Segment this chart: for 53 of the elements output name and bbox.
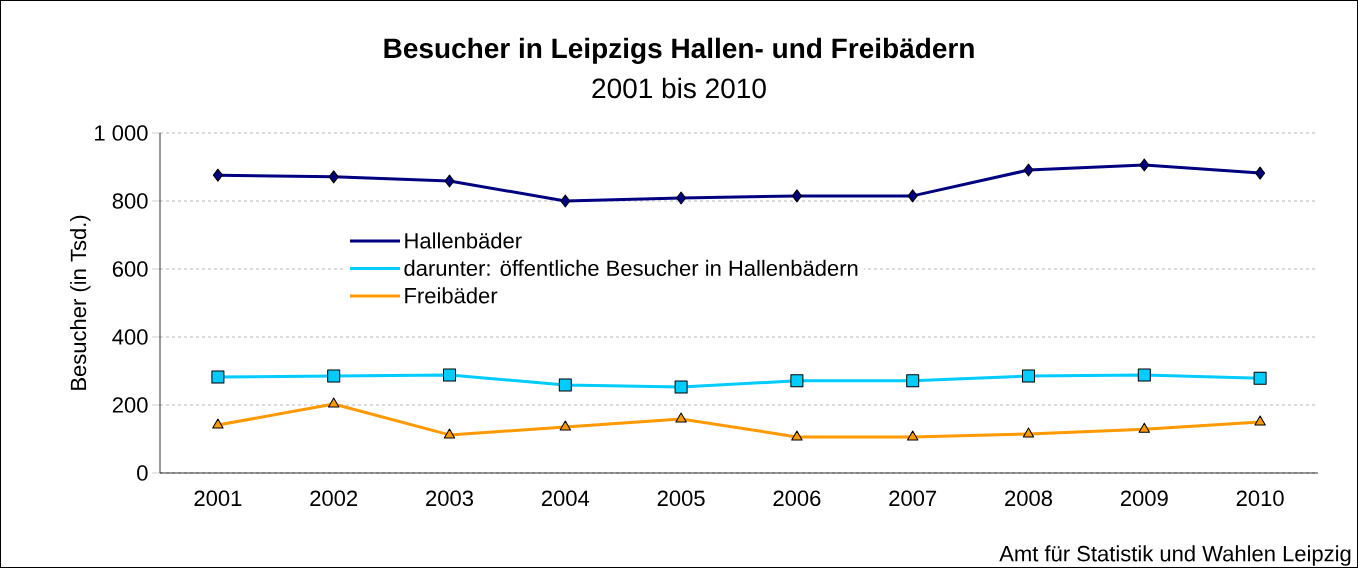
point (790, 374, 804, 388)
point (559, 420, 571, 431)
x-tick-label: 2010 (1236, 490, 1284, 507)
y-tick-label: 0 (137, 465, 148, 481)
point (674, 380, 688, 394)
point (212, 418, 224, 429)
point (791, 189, 802, 203)
point (1255, 166, 1266, 180)
point (675, 412, 687, 423)
point (906, 374, 920, 388)
x-tick-label: 2004 (541, 490, 590, 507)
point (1139, 158, 1150, 172)
point (1138, 422, 1150, 433)
chart-subtitle: 2001 bis 2010 (592, 77, 766, 99)
y-tick-label: 400 (112, 329, 148, 345)
y-tick-label: 200 (112, 397, 148, 413)
point (560, 194, 571, 208)
point (444, 174, 455, 188)
point (212, 168, 223, 182)
x-tick-label: 2006 (773, 490, 821, 507)
point (1022, 427, 1035, 438)
point (907, 189, 918, 203)
point (1253, 371, 1267, 385)
point (211, 370, 225, 384)
x-tick-label: 2009 (1120, 490, 1168, 507)
y-tick-label: 800 (112, 193, 148, 209)
point (1137, 368, 1151, 382)
x-tick-label: 2003 (426, 490, 473, 507)
point (791, 430, 803, 441)
point (443, 428, 456, 439)
x-tick-label: 2007 (889, 490, 937, 507)
point (328, 170, 339, 184)
y-tick-label: 1 000 (95, 125, 148, 141)
point (328, 397, 340, 408)
point (676, 191, 687, 205)
chart-title: Besucher in Leipzigs Hallen- und Freibädern (384, 37, 974, 64)
point (907, 430, 919, 441)
point (443, 368, 456, 382)
legend-label: Freibäder (405, 287, 498, 304)
y-tick-label: 600 (112, 261, 148, 277)
legend-label: darunter: öffentliche Besucher in Hallenbädern (404, 259, 858, 276)
point (1254, 415, 1266, 426)
x-tick-label: 2008 (1005, 490, 1052, 507)
y-axis-title: Besucher (in Tsd.) (70, 215, 91, 390)
x-tick-label: 2001 (194, 490, 242, 507)
x-tick-label: 2005 (657, 490, 705, 507)
point (1022, 369, 1035, 383)
point (1023, 163, 1034, 177)
x-tick-label: 2002 (310, 490, 358, 507)
point (558, 378, 572, 392)
point (327, 369, 341, 383)
text: Amt für Statistik und Wahlen Leipzig (999, 545, 1351, 566)
legend-label: Hallenbäder (405, 232, 522, 249)
